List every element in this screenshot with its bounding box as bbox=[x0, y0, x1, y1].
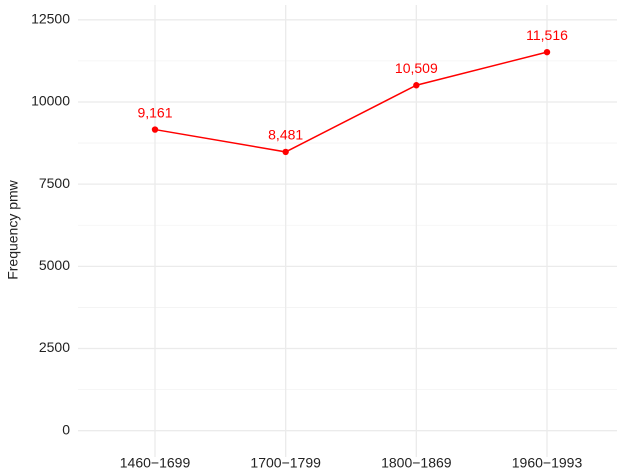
y-tick-label: 5000 bbox=[39, 257, 70, 273]
y-tick-label: 12500 bbox=[31, 10, 70, 26]
y-axis-label: Frequency pmw bbox=[5, 179, 21, 279]
x-tick-label: 1460−1699 bbox=[120, 455, 191, 471]
x-tick-label: 1700−1799 bbox=[250, 455, 321, 471]
value-label: 8,481 bbox=[268, 127, 303, 143]
x-tick-label: 1800−1869 bbox=[381, 455, 452, 471]
y-tick-label: 0 bbox=[62, 421, 70, 437]
value-label: 11,516 bbox=[526, 27, 568, 43]
point bbox=[151, 126, 159, 133]
point bbox=[413, 82, 420, 89]
y-tick-label: 7500 bbox=[39, 175, 70, 191]
line bbox=[154, 51, 548, 153]
point bbox=[543, 48, 551, 56]
y-tick-label: 10000 bbox=[31, 93, 70, 109]
y-tick-label: 2500 bbox=[39, 339, 70, 355]
x-tick-label: 1960−1993 bbox=[512, 455, 583, 471]
value-label: 10,509 bbox=[395, 60, 438, 76]
value-label: 9,161 bbox=[137, 104, 172, 120]
point bbox=[282, 148, 289, 156]
